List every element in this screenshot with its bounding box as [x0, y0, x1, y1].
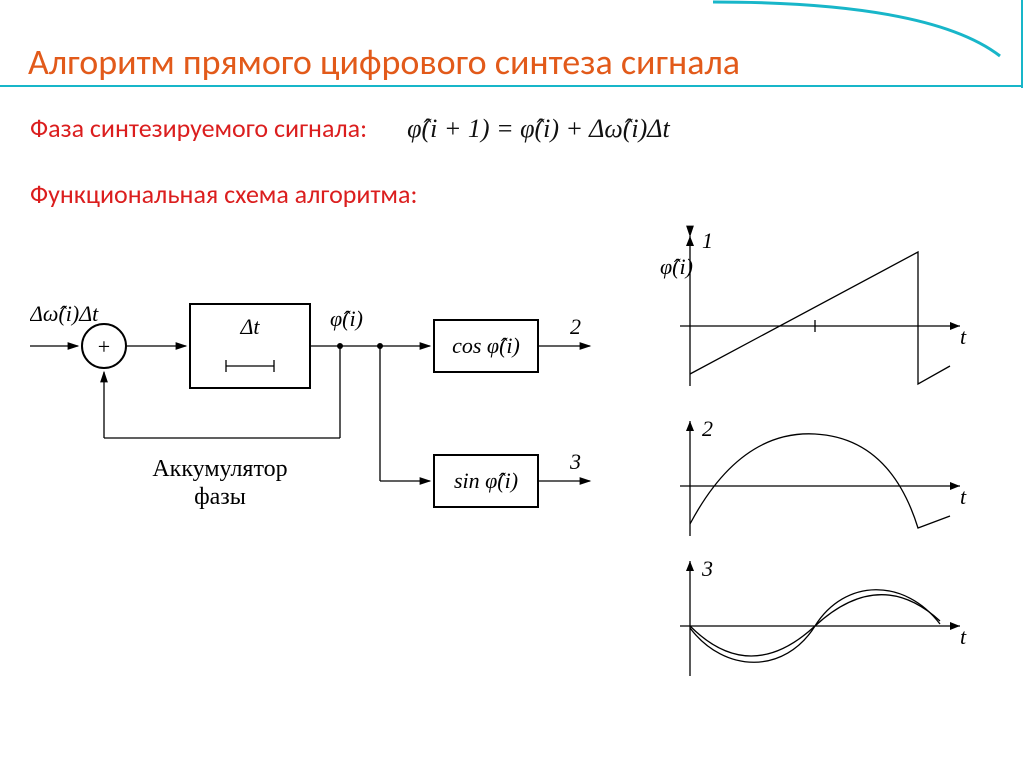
summer-plus: +	[98, 334, 110, 359]
plot-2: 2 t	[680, 416, 967, 536]
content-area: Фаза синтезируемого сигнала: φ̂(i + 1) =…	[0, 92, 1024, 716]
block-diagram-svg: Δω̂(i)Δt + Δt φ̂(i)	[30, 216, 990, 736]
input-label: Δω̂(i)Δt	[30, 301, 99, 326]
title-bar: Алгоритм прямого цифрового синтеза сигна…	[0, 0, 1024, 92]
plots-group: 1 φ̂(i) t 2 t	[660, 228, 967, 676]
block-diagram: Δω̂(i)Δt + Δt φ̂(i)	[30, 301, 590, 510]
mid-signal: φ̂(i)	[330, 306, 363, 331]
phase-label: Фаза синтезируемого сигнала:	[30, 112, 367, 144]
feedback-label1: Аккумулятор	[152, 456, 287, 482]
plot2-xlabel: t	[960, 484, 967, 509]
diagram-area: Δω̂(i)Δt + Δt φ̂(i)	[30, 216, 990, 716]
scheme-label: Функциональная схема алгоритма:	[30, 178, 994, 210]
plot1-xlabel: t	[960, 324, 967, 349]
feedback-label2: фазы	[194, 484, 246, 510]
sin-out-num: 3	[569, 449, 581, 474]
phase-equation: φ̂(i + 1) = φ̂(i) + Δω̂(i)Δt	[407, 114, 670, 144]
plot2-num: 2	[702, 416, 713, 441]
plot-3: 3 t	[680, 556, 967, 676]
delay-label: Δt	[239, 314, 260, 339]
slide-title: Алгоритм прямого цифрового синтеза сигна…	[28, 40, 740, 84]
plot3-xlabel: t	[960, 624, 967, 649]
cos-label: cos φ̂(i)	[452, 333, 520, 358]
cos-out-num: 2	[570, 314, 581, 339]
plot1-ylabel: φ̂(i)	[660, 254, 693, 279]
plot3-num: 3	[701, 556, 713, 581]
phase-line: Фаза синтезируемого сигнала: φ̂(i + 1) =…	[30, 112, 994, 144]
sin-label: sin φ̂(i)	[454, 468, 518, 493]
plot-1: 1 φ̂(i) t	[660, 228, 967, 386]
plot1-num: 1	[702, 228, 713, 253]
